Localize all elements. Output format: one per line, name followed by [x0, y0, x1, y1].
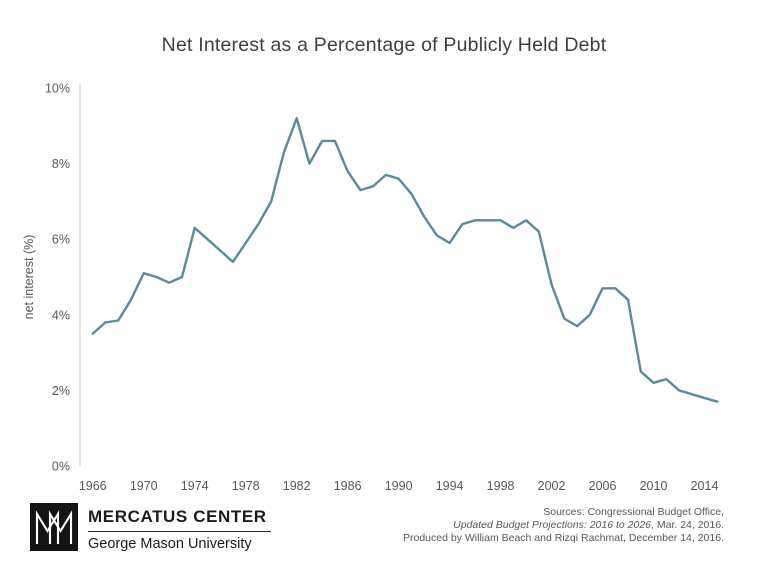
x-tick-label: 1982 [283, 479, 311, 493]
y-tick-label: 8% [52, 157, 70, 171]
chart-title: Net Interest as a Percentage of Publicly… [161, 34, 607, 56]
x-tick-label: 2006 [589, 479, 617, 493]
x-tick-label: 1990 [385, 479, 413, 493]
y-tick-label: 10% [45, 82, 70, 96]
y-tick-label: 0% [52, 460, 70, 474]
net-interest-series-line [91, 117, 719, 403]
x-tick-label: 2014 [691, 479, 719, 493]
y-axis-title: net interest (%) [22, 235, 36, 320]
x-tick-label: 2010 [640, 479, 668, 493]
y-tick-label: 4% [52, 308, 70, 322]
y-tick-label: 6% [52, 233, 70, 247]
x-tick-label: 2002 [538, 479, 566, 493]
brand-divider [88, 531, 271, 532]
x-tick-label: 1978 [232, 479, 260, 493]
x-tick-label: 1986 [334, 479, 362, 493]
source-attribution: Sources: Congressional Budget Office, Up… [403, 506, 724, 544]
source-line-3: Produced by William Beach and Rizqi Rach… [403, 531, 724, 544]
brand-name: MERCATUS CENTER [88, 507, 267, 526]
x-tick-label: 1994 [436, 479, 464, 493]
y-tick-label: 2% [52, 384, 70, 398]
source-line-2: Updated Budget Projections: 2016 to 2026… [403, 519, 724, 532]
mercatus-logo [30, 503, 78, 551]
brand-subtitle: George Mason University [88, 536, 252, 552]
x-tick-label: 1998 [487, 479, 515, 493]
net-interest-line-chart: 0% 2% 4% 6% 8% 10% 1966 1970 1974 1978 1982 1986 199… [22, 82, 719, 493]
source-line-1: Sources: Congressional Budget Office, [543, 506, 724, 518]
brand-block: MERCATUS CENTER George Mason University [88, 507, 288, 552]
x-tick-label: 1966 [79, 479, 107, 493]
source-publication-date: , Mar. 24, 2016. [651, 518, 724, 531]
x-tick-label: 1974 [181, 479, 209, 493]
source-publication-title: Updated Budget Projections: 2016 to 2026 [453, 518, 652, 531]
x-tick-label: 1970 [130, 479, 158, 493]
footer: MERCATUS CENTER George Mason University … [0, 500, 768, 570]
